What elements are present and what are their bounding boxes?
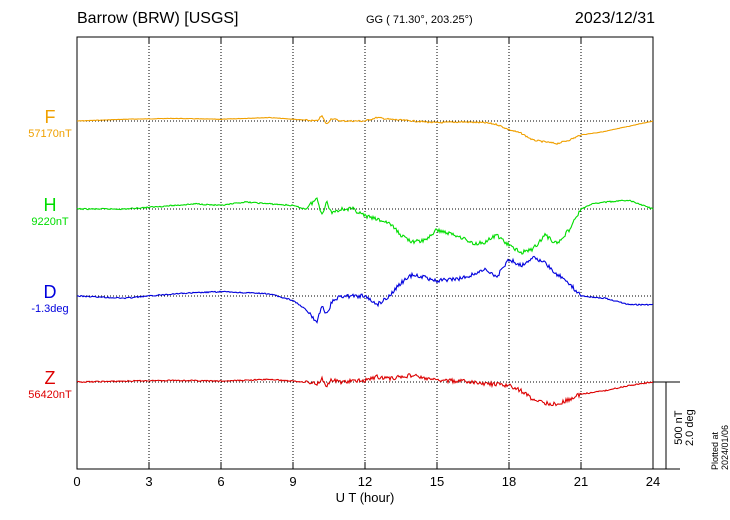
series-layer (76, 114, 654, 407)
x-axis-title: U T (hour) (335, 490, 395, 505)
scale-bar (653, 381, 680, 470)
x-tick-label: 6 (217, 474, 225, 489)
x-tick-label: 15 (429, 474, 445, 489)
x-tick-label: 12 (357, 474, 373, 489)
component-d-baseline-value: -1.3deg (31, 303, 69, 315)
date-label: 2023/12/31 (574, 10, 655, 27)
station-title: Barrow (BRW) [USGS] (77, 10, 239, 27)
series-f-line (77, 114, 654, 145)
x-tick-label: 3 (145, 474, 153, 489)
scale-label: 500 nT 2.0 deg (673, 409, 696, 446)
component-d-label: D (43, 282, 57, 302)
scale-deg-label: 2.0 deg (684, 409, 696, 446)
plotted-timestamp: Plotted at 2024/01/06 21:13 UT (710, 424, 730, 470)
series-d-line (76, 255, 654, 324)
series-h-line (76, 197, 654, 255)
component-f-label: F (44, 107, 56, 127)
x-tick-label: 18 (501, 474, 517, 489)
coordinates-label: GG ( 71.30°, 203.25°) (366, 14, 473, 26)
component-z-baseline-value: 56420nT (28, 389, 72, 401)
grid-layer (148, 37, 582, 469)
component-z-label: Z (44, 368, 56, 388)
component-h-label: H (43, 195, 57, 215)
series-z-line (76, 373, 654, 407)
x-tick-label: 24 (645, 474, 661, 489)
component-f-baseline-value: 57170nT (28, 128, 72, 140)
x-tick-label: 21 (573, 474, 589, 489)
component-h-baseline-value: 9220nT (31, 216, 69, 228)
x-tick-label: 0 (73, 474, 81, 489)
tick-layer (76, 37, 654, 469)
x-tick-label: 9 (289, 474, 297, 489)
